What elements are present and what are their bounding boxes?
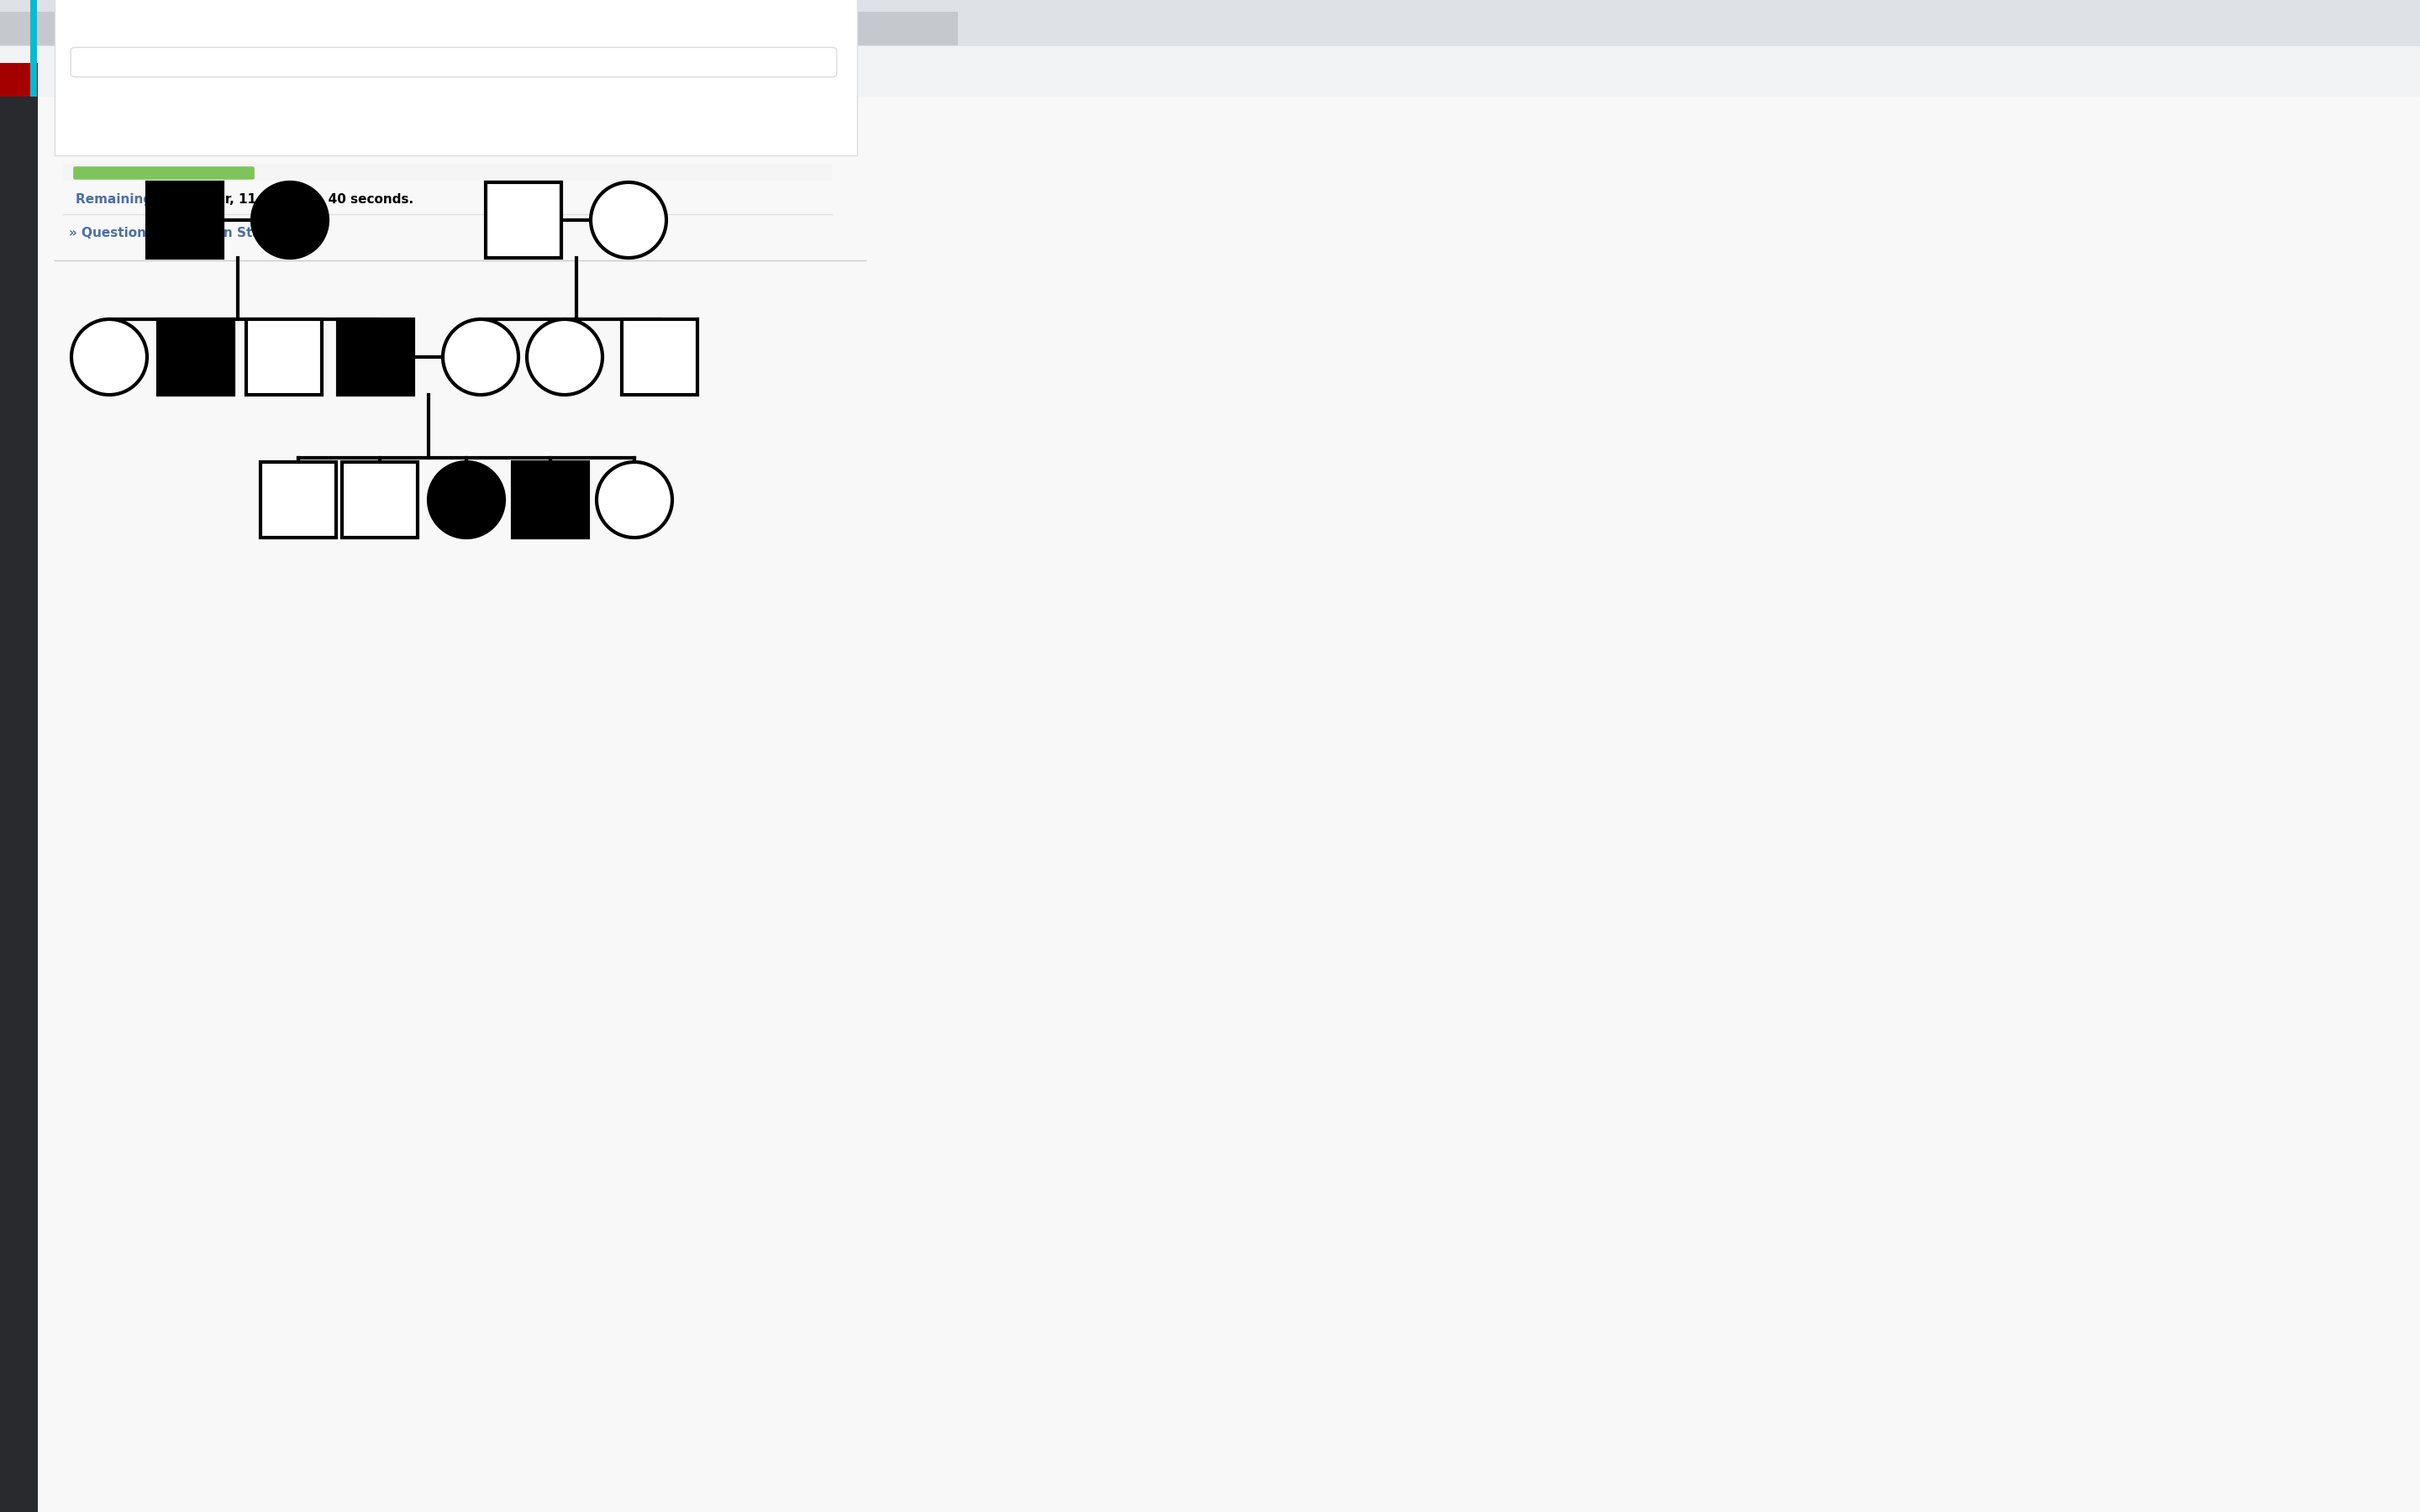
Bar [247, 12, 375, 45]
Ellipse shape [428, 463, 503, 538]
Bar [0, 64, 39, 97]
Bar [496, 12, 605, 45]
Bar [0, 12, 121, 45]
Bar [261, 463, 336, 538]
Ellipse shape [590, 183, 666, 259]
Bar [605, 12, 714, 45]
Bar [29, 0, 36, 97]
Ellipse shape [598, 463, 673, 538]
Ellipse shape [252, 183, 327, 259]
Bar [849, 12, 958, 45]
Bar [714, 12, 849, 45]
Ellipse shape [528, 319, 603, 395]
Text: » Question Completion Status:: » Question Completion Status: [68, 227, 290, 239]
Bar [157, 319, 235, 395]
Bar [339, 319, 414, 395]
Text: 1 hour, 11 minutes, 40 seconds.: 1 hour, 11 minutes, 40 seconds. [184, 194, 414, 206]
Bar [375, 12, 496, 45]
Bar [622, 319, 697, 395]
Bar [0, 80, 2420, 97]
Bar [0, 47, 2420, 80]
Bar [121, 12, 247, 45]
Bar [513, 463, 588, 538]
Bar [247, 319, 322, 395]
Ellipse shape [443, 319, 518, 395]
Bar [63, 163, 832, 180]
Bar [148, 183, 223, 259]
Bar [0, 97, 39, 1512]
Bar [56, 0, 857, 156]
Ellipse shape [73, 319, 148, 395]
Bar [341, 463, 419, 538]
FancyBboxPatch shape [70, 47, 837, 77]
Bar [0, 0, 2420, 47]
Bar [486, 183, 561, 259]
Text: Remaining Time:: Remaining Time: [75, 194, 201, 206]
FancyBboxPatch shape [73, 166, 254, 180]
